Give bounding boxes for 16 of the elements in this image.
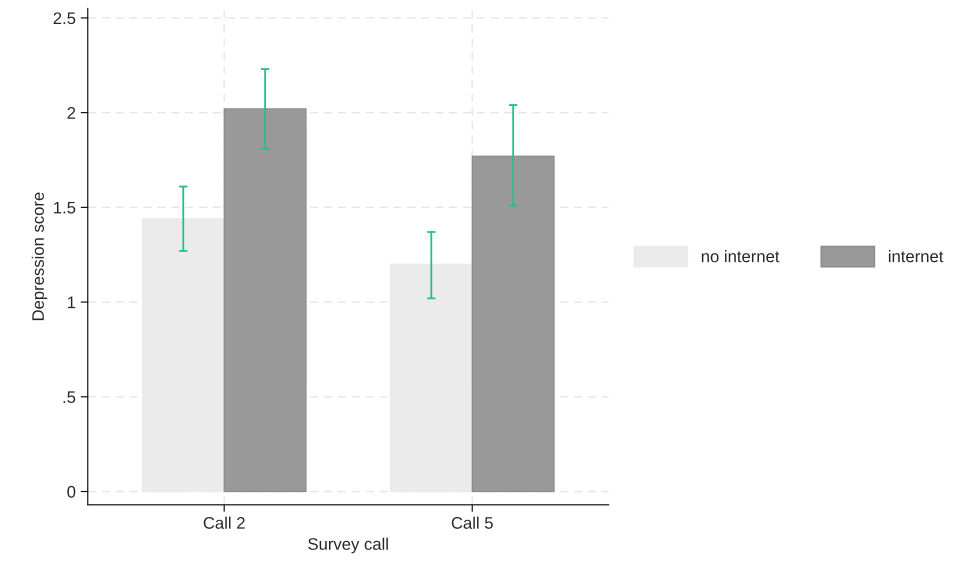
y-axis-title: Depression score bbox=[32, 192, 48, 320]
bar bbox=[142, 218, 225, 492]
bar bbox=[472, 156, 555, 492]
y-tick-label: 1 bbox=[68, 296, 76, 308]
y-tick-label: 0 bbox=[67, 486, 76, 498]
bar bbox=[224, 108, 307, 492]
legend-label: internet bbox=[888, 250, 944, 262]
bar bbox=[390, 264, 473, 492]
legend-label: no internet bbox=[702, 250, 780, 262]
x-tick-label: Call 5 bbox=[452, 516, 493, 529]
y-tick-label: 2.5 bbox=[54, 12, 76, 24]
y-tick-label: 1.5 bbox=[54, 202, 76, 214]
y-tick-label: 2 bbox=[68, 107, 76, 119]
y-tick-label: .5 bbox=[64, 391, 76, 404]
x-axis-title: Survey call bbox=[308, 538, 388, 554]
x-tick-label: Call 2 bbox=[204, 516, 245, 529]
